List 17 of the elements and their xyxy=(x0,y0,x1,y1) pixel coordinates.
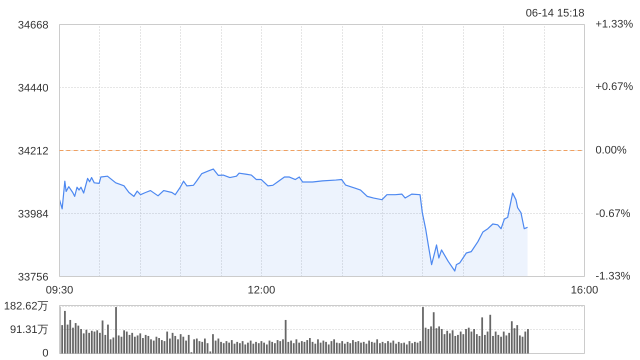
y2-tick-label: -1.33% xyxy=(596,270,631,282)
y-tick-label: 34212 xyxy=(18,146,49,158)
y-tick-label: 91.31万 xyxy=(10,324,49,336)
y-tick-label: 34440 xyxy=(18,82,49,94)
y-tick-label: 34668 xyxy=(18,20,49,32)
y2-tick-label: -0.67% xyxy=(596,208,631,220)
y2-tick-label: +1.33% xyxy=(596,18,634,30)
y-tick-label: 0 xyxy=(42,348,49,360)
y-tick-label: 33984 xyxy=(18,208,49,220)
x-tick-label: 16:00 xyxy=(570,284,598,296)
text: 06-14 15:18 xyxy=(526,8,584,20)
x-tick-label: 09:30 xyxy=(46,284,74,296)
y-tick-label: 33756 xyxy=(18,272,49,284)
y2-tick-label: +0.67% xyxy=(596,81,634,94)
y-tick-label: 182.62万 xyxy=(4,300,49,312)
x-tick-label: 12:00 xyxy=(248,284,276,296)
y2-tick-label: 0.00% xyxy=(596,144,627,156)
